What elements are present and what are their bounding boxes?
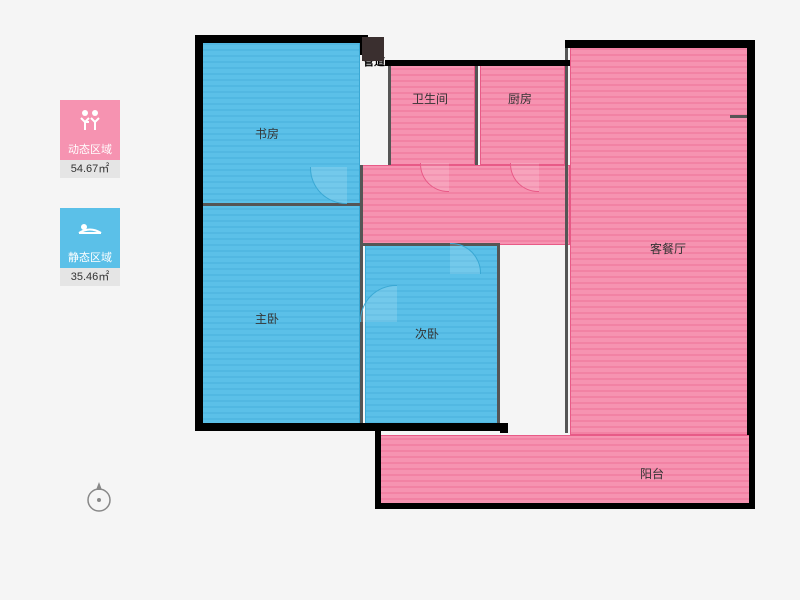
exterior-wall bbox=[375, 431, 381, 509]
floor-plan: 书房主卧次卧卫生间厨房客餐厅阳台管道 bbox=[190, 35, 760, 565]
room-master bbox=[200, 205, 360, 425]
room-label: 次卧 bbox=[415, 325, 439, 342]
interior-wall bbox=[360, 165, 363, 425]
room-label: 主卧 bbox=[255, 310, 279, 327]
exterior-wall bbox=[749, 431, 755, 509]
room-balcony bbox=[380, 435, 750, 505]
room-bath bbox=[390, 65, 475, 165]
legend-item-dynamic: 动态区域 54.67㎡ bbox=[60, 100, 120, 178]
interior-wall bbox=[497, 243, 500, 425]
exterior-wall bbox=[195, 423, 375, 431]
exterior-wall bbox=[195, 35, 360, 43]
room-label: 客餐厅 bbox=[650, 240, 686, 257]
interior-wall bbox=[565, 45, 568, 433]
page: 动态区域 54.67㎡ 静态区域 35.46㎡ 书房主卧次卧 卫生间 厨房客餐厅阳台… bbox=[0, 0, 800, 600]
exterior-wall bbox=[195, 35, 203, 430]
compass-icon bbox=[85, 480, 113, 519]
interior-wall bbox=[475, 65, 478, 165]
exterior-wall bbox=[747, 40, 755, 435]
legend-icon-dynamic bbox=[60, 100, 120, 140]
legend-value-dynamic: 54.67㎡ bbox=[60, 160, 120, 178]
legend: 动态区域 54.67㎡ 静态区域 35.46㎡ bbox=[60, 100, 120, 316]
room-label: 厨房 bbox=[508, 90, 532, 107]
exterior-wall bbox=[565, 40, 755, 48]
interior-wall bbox=[388, 65, 391, 165]
legend-icon-static bbox=[60, 208, 120, 248]
exterior-wall bbox=[385, 60, 570, 66]
legend-value-static: 35.46㎡ bbox=[60, 268, 120, 286]
interior-wall bbox=[360, 243, 500, 246]
interior-wall bbox=[200, 203, 360, 206]
room-kitchen bbox=[480, 65, 565, 165]
legend-label-static: 静态区域 bbox=[60, 248, 120, 268]
sleep-icon bbox=[75, 216, 105, 240]
exterior-wall bbox=[375, 423, 500, 431]
room-label: 卫生间 bbox=[412, 90, 448, 107]
exterior-wall bbox=[375, 503, 755, 509]
room-label: 书房 bbox=[255, 125, 279, 142]
legend-label-dynamic: 动态区域 bbox=[60, 140, 120, 160]
room-label: 阳台 bbox=[640, 465, 664, 482]
legend-item-static: 静态区域 35.46㎡ bbox=[60, 208, 120, 286]
exterior-wall bbox=[500, 423, 508, 433]
people-icon bbox=[75, 108, 105, 132]
pipe-shaft bbox=[362, 37, 384, 61]
